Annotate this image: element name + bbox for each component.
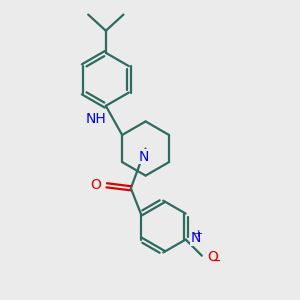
- Text: N: N: [191, 231, 201, 245]
- Text: NH: NH: [86, 112, 106, 126]
- Text: O: O: [91, 178, 101, 192]
- Text: −: −: [211, 255, 221, 268]
- Text: +: +: [194, 229, 203, 238]
- Text: N: N: [139, 150, 149, 164]
- Text: O: O: [207, 250, 218, 264]
